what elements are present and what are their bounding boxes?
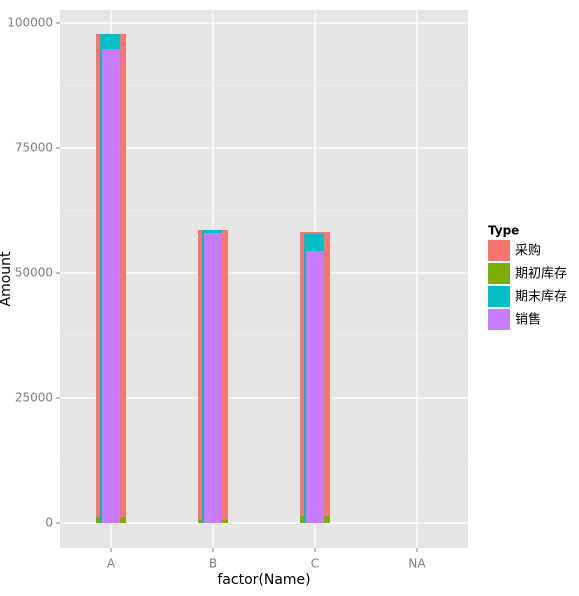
y-axis-title: Amount: [0, 251, 14, 307]
bar: [102, 49, 120, 523]
x-tick-label: NA: [408, 557, 426, 571]
x-tick-label: A: [107, 557, 116, 571]
legend-label: 期初库存: [515, 266, 567, 282]
legend-key: [488, 263, 510, 284]
legend-key: [488, 309, 510, 330]
legend-label: 期末库存: [515, 289, 567, 305]
x-tick-label: B: [209, 557, 217, 571]
panel: [60, 10, 468, 548]
legend-key: [488, 286, 510, 307]
bar: [204, 233, 222, 523]
y-tick-label: 25000: [15, 391, 53, 405]
y-tick-label: 0: [45, 516, 53, 530]
legend-label: 销售: [515, 312, 541, 328]
y-tick-label: 100000: [7, 16, 53, 30]
legend-label: 采购: [515, 243, 541, 259]
legend-key: [488, 240, 510, 261]
bar: [306, 251, 324, 523]
y-tick-label: 50000: [15, 266, 53, 280]
x-tick-label: C: [311, 557, 319, 571]
x-axis-title: factor(Name): [217, 572, 310, 588]
y-tick-label: 75000: [15, 141, 53, 155]
legend-title: Type: [488, 224, 519, 238]
